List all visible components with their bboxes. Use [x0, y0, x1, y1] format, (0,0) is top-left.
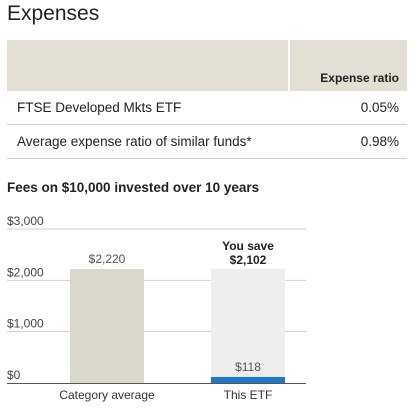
value-label-category-average: $2,220: [89, 252, 126, 266]
table-row: Average expense ratio of similar funds* …: [7, 124, 407, 159]
bar-savings: [211, 269, 285, 377]
page-title: Expenses: [7, 2, 100, 25]
bar-this-etf: [211, 376, 285, 383]
table-row: FTSE Developed Mkts ETF 0.05%: [7, 91, 407, 125]
savings-value: $2,102: [230, 253, 267, 267]
expense-ratio-cell: 0.05%: [289, 91, 407, 125]
value-label-this-etf: $118: [235, 360, 261, 374]
expense-ratio-column-header: Expense ratio: [289, 40, 407, 91]
expense-table: Expense ratio FTSE Developed Mkts ETF 0.…: [7, 40, 407, 159]
expense-ratio-cell: 0.98%: [289, 124, 407, 159]
chart-bars: [70, 269, 285, 383]
x-category-label: This ETF: [224, 388, 273, 402]
y-tick-label: $2,000: [7, 265, 44, 279]
x-category-label: Category average: [59, 388, 155, 402]
expense-table-header: Expense ratio: [7, 40, 407, 91]
chart-labels: $2,220 $118 You save$2,102 Category average…: [59, 239, 274, 402]
y-tick-label: $0: [7, 368, 21, 382]
fund-name-cell: FTSE Developed Mkts ETF: [7, 91, 289, 125]
fund-name-cell: Average expense ratio of similar funds*: [7, 124, 289, 159]
y-tick-label: $3,000: [7, 215, 44, 228]
bar-category-average: [70, 269, 144, 383]
savings-label: You save: [222, 239, 274, 253]
fund-name-column-header: [7, 40, 290, 91]
y-tick-label: $1,000: [7, 317, 44, 331]
fees-chart-heading: Fees on $10,000 invested over 10 years: [7, 180, 260, 195]
chart-y-axis-ticks: $0 $1,000 $2,000 $3,000: [7, 215, 44, 382]
